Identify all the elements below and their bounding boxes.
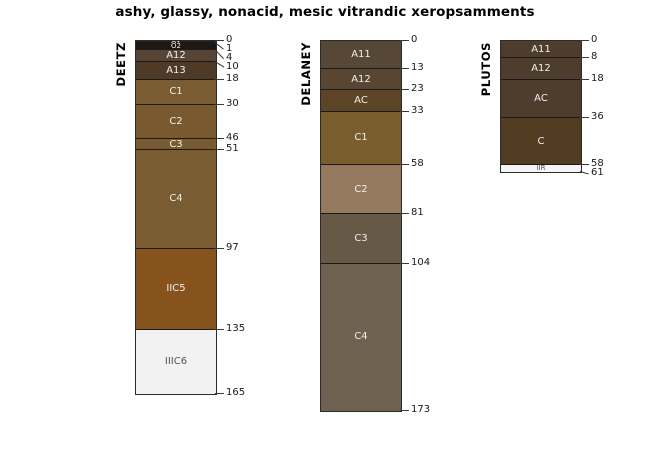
depth-tick-mark bbox=[215, 138, 224, 140]
horizon-label: IIR bbox=[536, 164, 546, 173]
horizon-label: C3 bbox=[354, 232, 368, 244]
depth-tick-label: 97 bbox=[226, 241, 239, 253]
depth-tick-label: 36 bbox=[591, 111, 604, 123]
horizon-label: AC bbox=[354, 94, 368, 106]
soil-horizon[interactable]: C4 bbox=[136, 150, 216, 249]
soil-horizon[interactable]: IIC5 bbox=[136, 248, 216, 330]
horizon-label: C3 bbox=[169, 138, 183, 150]
depth-tick-mark bbox=[215, 149, 224, 151]
depth-tick-label: 10 bbox=[226, 61, 239, 72]
depth-tick-mark bbox=[400, 40, 409, 41]
soil-horizon[interactable]: C bbox=[501, 118, 581, 166]
depth-tick-mark bbox=[215, 78, 224, 80]
depth-tick-mark bbox=[580, 164, 589, 166]
soil-horizon[interactable]: A12 bbox=[501, 58, 581, 80]
chart-title: ashy, glassy, nonacid, mesic vitrandic x… bbox=[115, 4, 535, 20]
depth-tick-mark bbox=[215, 40, 224, 41]
horizon-label: A12 bbox=[351, 73, 371, 85]
depth-tick-label: 51 bbox=[226, 143, 239, 155]
depth-tick-label: 33 bbox=[411, 104, 424, 116]
depth-tick-mark bbox=[400, 410, 409, 412]
profile-name-plutos: PLUTOS bbox=[479, 42, 493, 97]
horizon-label: C1 bbox=[354, 132, 368, 144]
soil-horizon[interactable]: C2 bbox=[321, 165, 401, 215]
profile-name-deetz: DEETZ bbox=[114, 42, 128, 87]
soil-horizon[interactable]: A12 bbox=[321, 68, 401, 91]
soil-horizon[interactable]: C3 bbox=[136, 138, 216, 151]
depth-tick-label: 165 bbox=[226, 387, 246, 399]
depth-tick-label: 81 bbox=[411, 207, 424, 219]
depth-tick-mark bbox=[215, 247, 224, 249]
soil-horizon[interactable]: A12 bbox=[136, 49, 216, 63]
horizon-label: O2 bbox=[171, 42, 181, 51]
depth-tick-mark bbox=[215, 393, 224, 395]
depth-tick-mark bbox=[400, 213, 409, 215]
depth-tick-label: 0 bbox=[411, 34, 418, 45]
soil-horizon[interactable]: A11 bbox=[501, 41, 581, 59]
horizon-label: IIIC6 bbox=[164, 355, 188, 367]
depth-tick-mark bbox=[580, 78, 589, 80]
soil-horizon[interactable]: C3 bbox=[321, 214, 401, 264]
soil-horizon[interactable]: AC bbox=[501, 79, 581, 119]
profile-column-delaney: A11 A12 AC C1 C2 C3 C4 bbox=[320, 40, 402, 413]
depth-tick-label: 135 bbox=[226, 322, 246, 334]
depth-tick-label: 13 bbox=[411, 61, 424, 73]
soil-horizon[interactable]: C1 bbox=[136, 79, 216, 106]
depth-tick-label: 30 bbox=[226, 98, 239, 110]
soil-horizon[interactable]: A11 bbox=[321, 41, 401, 69]
depth-tick-label: 104 bbox=[411, 256, 431, 268]
depth-tick-mark bbox=[400, 164, 409, 166]
depth-tick-label: 8 bbox=[591, 51, 598, 63]
horizon-label: A13 bbox=[166, 64, 186, 76]
soil-horizon[interactable]: C4 bbox=[321, 263, 401, 412]
horizon-label: C bbox=[537, 135, 545, 147]
depth-tick-mark bbox=[580, 57, 589, 59]
depth-tick-label: 58 bbox=[591, 158, 604, 170]
depth-tick-mark bbox=[579, 170, 589, 175]
horizon-label: AC bbox=[534, 92, 548, 104]
horizon-label: A12 bbox=[166, 49, 186, 61]
depth-tick-label: 173 bbox=[411, 404, 431, 416]
horizon-label: C1 bbox=[169, 86, 183, 98]
soil-horizon[interactable]: O2 bbox=[136, 42, 216, 51]
depth-tick-label: 0 bbox=[226, 34, 233, 45]
horizon-label: C2 bbox=[354, 183, 368, 195]
depth-tick-label: 58 bbox=[411, 158, 424, 170]
soil-horizon[interactable]: A13 bbox=[136, 62, 216, 80]
depth-tick-mark bbox=[400, 262, 409, 264]
depth-tick-mark bbox=[580, 40, 589, 41]
depth-tick-label: 46 bbox=[226, 132, 239, 144]
depth-tick-mark bbox=[400, 110, 409, 112]
depth-tick-mark bbox=[400, 67, 409, 69]
depth-tick-mark bbox=[400, 89, 409, 91]
depth-tick-label: 0 bbox=[591, 34, 598, 45]
depth-tick-mark bbox=[580, 117, 589, 119]
depth-tick-label: 23 bbox=[411, 83, 424, 95]
soil-horizon[interactable]: C2 bbox=[136, 105, 216, 140]
depth-tick-label: 18 bbox=[226, 72, 239, 84]
depth-tick-mark bbox=[215, 328, 224, 330]
depth-tick-label: 18 bbox=[591, 72, 604, 84]
depth-tick-label: 61 bbox=[591, 167, 604, 179]
profile-column-deetz: O1A11O2A12A13C1C2C3C4IIC5IIIC6 bbox=[135, 40, 217, 396]
depth-tick-label: 1 bbox=[226, 43, 233, 54]
horizon-label: A11 bbox=[531, 43, 551, 55]
horizon-label: C4 bbox=[354, 331, 368, 343]
horizon-label: C2 bbox=[169, 116, 183, 128]
depth-tick-label: 4 bbox=[226, 52, 233, 63]
depth-tick-mark bbox=[215, 104, 224, 106]
profile-name-delaney: DELANEY bbox=[299, 42, 313, 106]
horizon-label: IIC5 bbox=[166, 283, 186, 295]
soil-horizon[interactable]: C1 bbox=[321, 111, 401, 166]
soil-horizon[interactable]: AC bbox=[321, 90, 401, 112]
horizon-label: A11 bbox=[351, 48, 371, 60]
soil-horizon[interactable]: IIIC6 bbox=[136, 329, 216, 395]
profile-column-plutos: A11 A12 AC C IIR bbox=[500, 40, 582, 173]
soil-horizon[interactable]: IIR bbox=[501, 164, 581, 173]
horizon-label: C4 bbox=[169, 193, 183, 205]
horizon-label: A12 bbox=[531, 62, 551, 74]
